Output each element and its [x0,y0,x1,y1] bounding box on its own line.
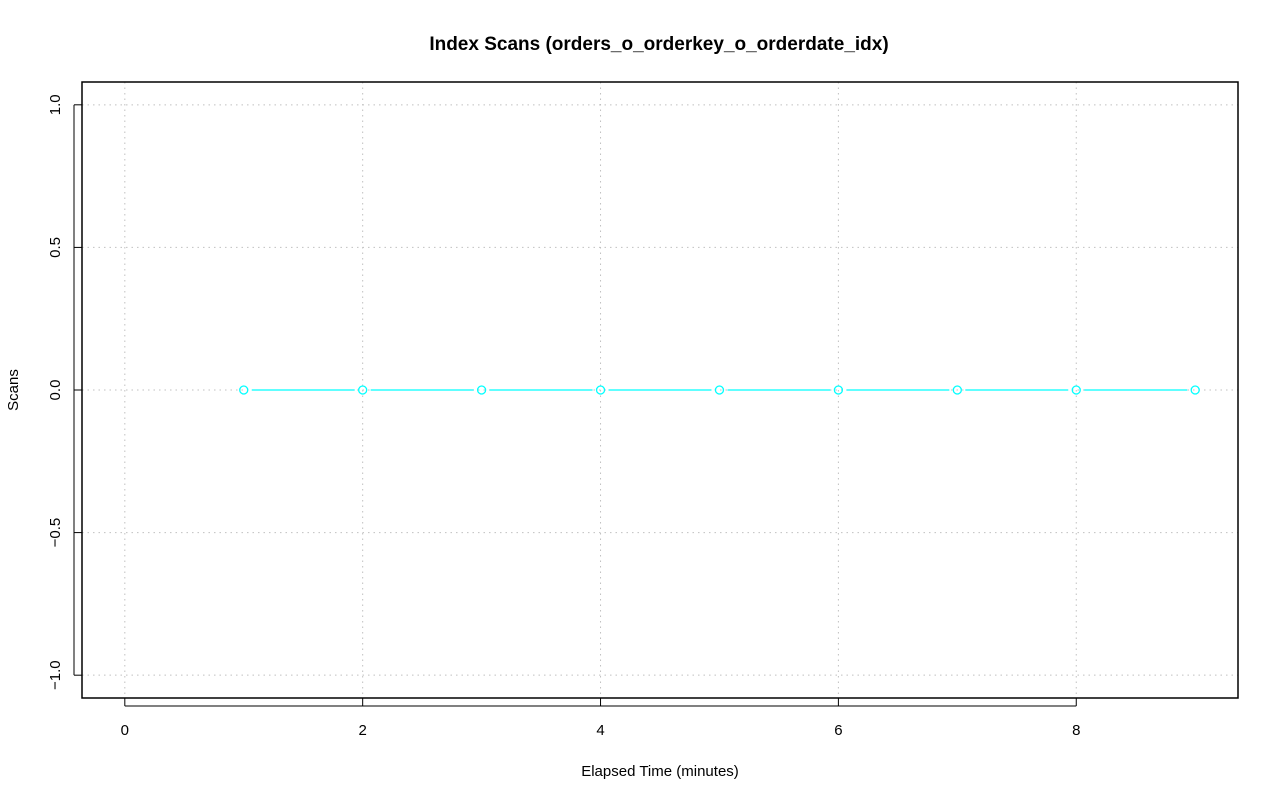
data-point [1190,385,1200,395]
data-point [595,385,606,395]
data-point [1071,385,1081,395]
y-tick-label: 0.5 [47,237,64,258]
x-tick-label: 2 [359,722,367,739]
data-point [714,385,725,395]
x-tick-label: 6 [834,722,842,739]
axes: 0 2 4 6 8 −1.0 −0.5 0.0 0.5 1.0 [47,94,1080,739]
x-axis-label: Elapsed Time (minutes) [581,763,739,780]
x-tick-label: 0 [121,722,129,739]
y-tick-label: −1.0 [47,660,64,690]
x-tick-label: 4 [596,722,604,739]
data-point [239,385,249,395]
series [239,385,1200,395]
x-tick-label: 8 [1072,722,1080,739]
plot-frame [81,81,1239,699]
data-point [358,385,368,395]
y-tick-label: 0.0 [47,380,64,401]
y-axis-label: Scans [5,369,22,411]
data-point [952,385,962,395]
data-point [476,385,487,395]
data-point [833,385,844,395]
y-tick-label: 1.0 [47,94,64,115]
chart-title: Index Scans (orders_o_orderkey_o_orderda… [429,34,888,55]
y-tick-label: −0.5 [47,518,64,548]
